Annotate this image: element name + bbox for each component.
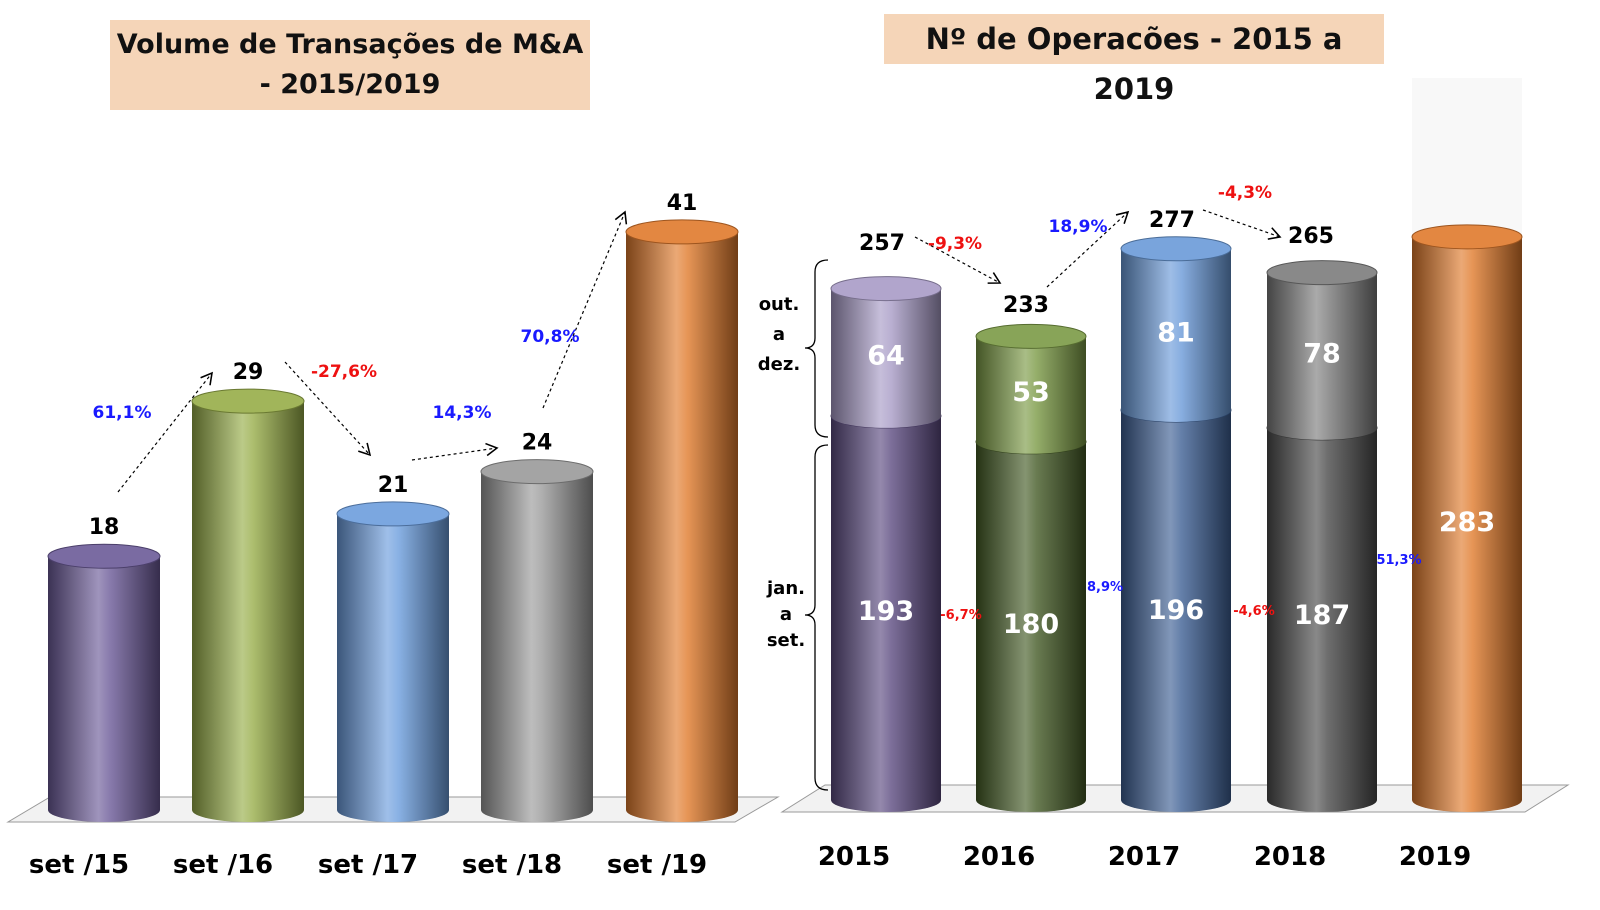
segment-value-label: 64 [867,340,905,371]
bar-value-label: 29 [233,360,264,385]
bar-set15 [47,543,161,822]
total-change-arrow [1046,210,1130,288]
ytd-change-label: -4,6% [1233,604,1274,619]
series-label-out-dez: a [773,324,785,345]
bar-out-dez-2015 [830,276,942,428]
bar-out-dez-2016 [975,323,1087,454]
left-chart-title: Volume de Transações de M&A - 2015/2019 [110,20,590,110]
bar-set16 [191,388,305,822]
total-change-arrow [914,236,1002,284]
segment-value-label: 81 [1157,317,1195,348]
change-arrow [542,210,628,409]
bar-value-label: 21 [378,473,409,498]
ytd-change-label: 51,3% [1376,553,1421,568]
change-arrow [117,371,213,493]
ytd-change-label: 8,9% [1087,580,1123,595]
x-tick-label: 2015 [818,842,890,872]
bar-value-label: 24 [522,431,553,456]
x-tick-label: set /16 [173,850,273,880]
x-tick-label: 2017 [1108,842,1180,872]
series-label-jan-set: set. [767,630,805,651]
change-label: 61,1% [93,403,152,423]
series-label-jan-set: jan. [766,578,805,599]
total-value-label: 277 [1149,208,1195,233]
series-label-out-dez: out. [759,294,800,315]
bar-out-dez-2018 [1266,260,1378,440]
total-change-label: -4,3% [1218,183,1272,203]
change-arrow [284,361,372,457]
total-change-label: -9,3% [928,234,982,254]
x-tick-label: set /17 [318,850,418,880]
brace-jan-set [804,444,829,791]
x-tick-label: set /19 [607,850,707,880]
change-arrow [411,442,499,461]
series-label-out-dez: dez. [758,354,800,375]
bar-value-label: 41 [667,191,698,216]
total-value-label: 265 [1288,224,1334,249]
bar-set18 [480,459,594,822]
x-tick-label: set /18 [462,850,562,880]
total-value-label: 257 [859,231,905,256]
series-label-jan-set: a [780,604,792,625]
bar-out-dez-2017 [1120,236,1232,422]
x-tick-label: set /15 [29,850,129,880]
x-tick-label: 2018 [1254,842,1326,872]
segment-value-label: 53 [1012,377,1050,408]
segment-value-label: 78 [1303,338,1341,369]
change-label: 70,8% [521,327,580,347]
projection-ghost-bar [1412,78,1522,238]
segment-value-label: 283 [1439,507,1495,538]
total-value-label: 233 [1003,293,1049,318]
x-tick-label: 2016 [963,842,1035,872]
total-change-label: 18,9% [1049,217,1108,237]
right-chart-title: Nº de Operacões - 2015 a 2019 [884,14,1384,106]
change-label: 14,3% [433,403,492,423]
ytd-change-label: -6,7% [940,608,981,623]
segment-value-label: 193 [858,596,914,627]
x-tick-label: 2019 [1399,842,1471,872]
bar-value-label: 18 [89,515,120,540]
segment-value-label: 187 [1294,600,1350,631]
segment-value-label: 180 [1003,609,1059,640]
bar-set19 [625,219,739,822]
brace-out-dez [804,259,829,438]
total-change-arrow [1202,209,1282,240]
change-label: -27,6% [311,362,377,382]
bar-set17 [336,501,450,822]
segment-value-label: 196 [1148,595,1204,626]
bar-jan-set-2019 [1411,224,1523,812]
